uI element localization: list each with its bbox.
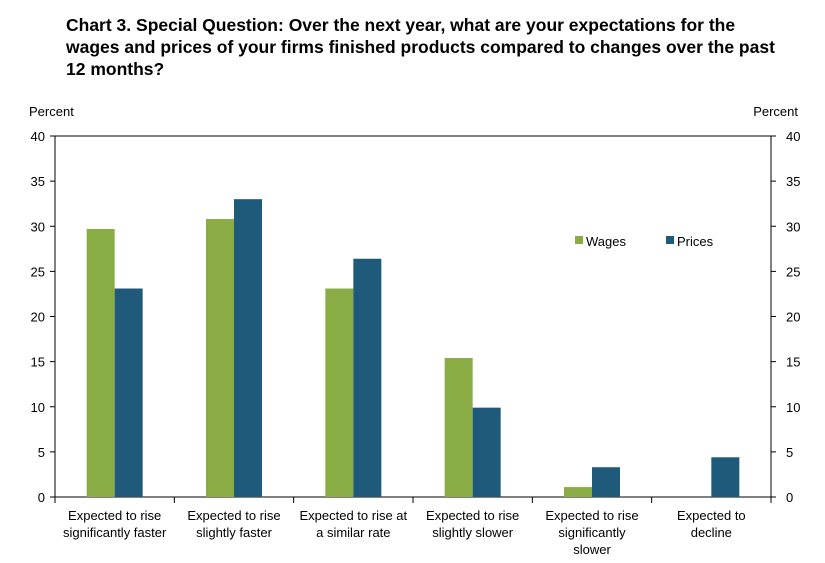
bar-prices — [234, 199, 262, 498]
y-tick-label-right: 40 — [786, 129, 800, 144]
legend-label-prices: Prices — [677, 234, 714, 249]
x-category-label: Expected to decline — [677, 508, 746, 540]
y-tick-label-left: 25 — [31, 264, 45, 279]
chart-title-line-3: 12 months? — [66, 59, 165, 79]
y-tick-label-right: 30 — [786, 219, 800, 234]
legend-label-wages: Wages — [586, 234, 626, 249]
legend-swatch-prices — [666, 236, 674, 244]
x-category-label-line: Expected to rise — [545, 508, 638, 523]
x-category-label-line: Expected to rise — [187, 508, 280, 523]
x-category-label-line: Expected to rise — [68, 508, 161, 523]
x-category-label: Expected to rise significantly slower — [545, 508, 638, 557]
legend-swatch-wages — [575, 236, 583, 244]
x-category-label-line: Expected to rise — [426, 508, 519, 523]
bar-wages — [206, 219, 234, 497]
y-tick-label-right: 25 — [786, 264, 800, 279]
x-category-label: Expected to rise slightly faster — [187, 508, 280, 540]
bar-prices — [592, 467, 620, 497]
chart-title-line-2: wages and prices of your firms finished … — [66, 37, 775, 57]
bar-wages — [325, 288, 354, 497]
chart-title: Chart 3. Special Question: Over the next… — [66, 14, 786, 80]
y-tick-label-left: 15 — [31, 355, 45, 370]
y-tick-label-left: 20 — [31, 310, 45, 325]
plot-area: 0 0 5 5 10 10 15 15 20 20 25 25 30 30 35 35 40 40 Expected… — [31, 129, 801, 557]
y-tick-label-right: 35 — [786, 174, 800, 189]
y-tick-label-right: 10 — [786, 400, 800, 415]
chart-title-line-1: Chart 3. Special Question: Over the next… — [66, 15, 736, 35]
y-axis-right-label: Percent — [753, 104, 798, 119]
x-category-label-line: Expected to rise at — [299, 508, 407, 523]
x-category-label-line: decline — [691, 525, 732, 540]
x-category-label-line: slightly faster — [196, 525, 273, 540]
y-tick-label-left: 10 — [31, 400, 45, 415]
y-tick-label-right: 20 — [786, 310, 800, 325]
y-tick-label-left: 5 — [38, 445, 45, 460]
x-category-label-line: significantly faster — [63, 525, 167, 540]
x-category-label-line: significantly — [558, 525, 626, 540]
bar-prices — [472, 407, 501, 497]
x-category-label-line: slower — [573, 542, 611, 557]
y-tick-label-left: 0 — [38, 490, 45, 505]
bar-wages — [86, 228, 115, 497]
x-category-label-line: Expected to — [677, 508, 746, 523]
bar-wages — [564, 487, 592, 497]
bar-prices — [114, 288, 143, 497]
bar-prices — [711, 457, 740, 497]
x-category-label: Expected to rise at a similar rate — [299, 508, 407, 540]
y-tick-label-left: 35 — [31, 174, 45, 189]
x-category-label-line: slightly slower — [432, 525, 514, 540]
y-axis-left-label: Percent — [29, 104, 74, 119]
x-category-label: Expected to rise slightly slower — [426, 508, 519, 540]
bar-prices — [353, 258, 382, 497]
y-tick-label-left: 30 — [31, 219, 45, 234]
y-tick-label-left: 40 — [31, 129, 45, 144]
y-tick-label-right: 15 — [786, 355, 800, 370]
x-category-label-line: a similar rate — [316, 525, 390, 540]
y-tick-label-right: 0 — [786, 490, 793, 505]
plot-frame — [54, 135, 772, 498]
bar-wages — [444, 358, 473, 497]
x-category-label: Expected to rise significantly faster — [63, 508, 167, 540]
y-tick-label-right: 5 — [786, 445, 793, 460]
